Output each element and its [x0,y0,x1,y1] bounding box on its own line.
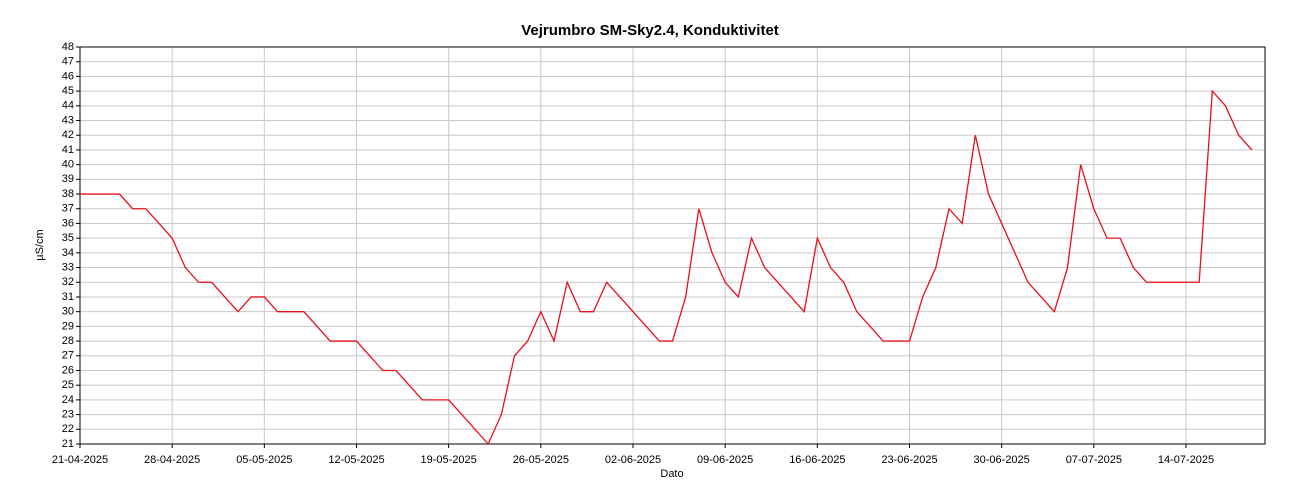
y-tick-label: 43 [62,114,74,126]
x-tick-label: 21-04-2025 [52,454,108,466]
data-line [80,89,1253,446]
plot-frame [79,46,1266,445]
x-tick-label: 02-06-2025 [605,454,661,466]
y-tick-label: 40 [62,159,74,171]
y-tick-label: 41 [62,144,74,156]
y-tick-label: 36 [62,217,74,229]
y-tick-label: 35 [62,232,74,244]
y-tick-label: 22 [62,423,74,435]
x-tick-label: 09-06-2025 [697,454,753,466]
y-tick-label: 46 [62,70,74,82]
y-tick-label: 21 [62,438,74,450]
y-tick-label: 44 [62,100,74,112]
x-tick-label: 12-05-2025 [328,454,384,466]
y-tick-label: 24 [62,394,74,406]
x-tick-label: 05-05-2025 [236,454,292,466]
y-tick-label: 33 [62,261,74,273]
y-tick-label: 34 [62,247,74,259]
x-tick-label: 19-05-2025 [421,454,477,466]
y-tick-label: 26 [62,364,74,376]
x-tick-label: 07-07-2025 [1066,454,1122,466]
y-tick-label: 38 [62,188,74,200]
x-tick-label: 14-07-2025 [1158,454,1214,466]
y-tick-label: 28 [62,335,74,347]
x-axis-label: Dato [660,468,683,480]
plot-area [80,47,1265,444]
y-tick-label: 30 [62,306,74,318]
y-tick-label: 29 [62,320,74,332]
x-tick-label: 23-06-2025 [881,454,937,466]
x-tick-label: 26-05-2025 [513,454,569,466]
y-tick-label: 45 [62,85,74,97]
y-tick-label: 31 [62,291,74,303]
y-tick-label: 39 [62,173,74,185]
chart-title: Vejrumbro SM-Sky2.4, Konduktivitet [521,22,779,39]
y-tick-label: 47 [62,56,74,68]
y-tick-label: 23 [62,408,74,420]
x-tick-label: 30-06-2025 [974,454,1030,466]
x-tick-label: 28-04-2025 [144,454,200,466]
y-tick-label: 25 [62,379,74,391]
y-axis-label: µS/cm [34,229,46,260]
x-tick-label: 16-06-2025 [789,454,845,466]
y-tick-label: 48 [62,41,74,53]
y-tick-label: 32 [62,276,74,288]
y-tick-label: 27 [62,350,74,362]
y-tick-label: 37 [62,203,74,215]
y-tick-label: 42 [62,129,74,141]
